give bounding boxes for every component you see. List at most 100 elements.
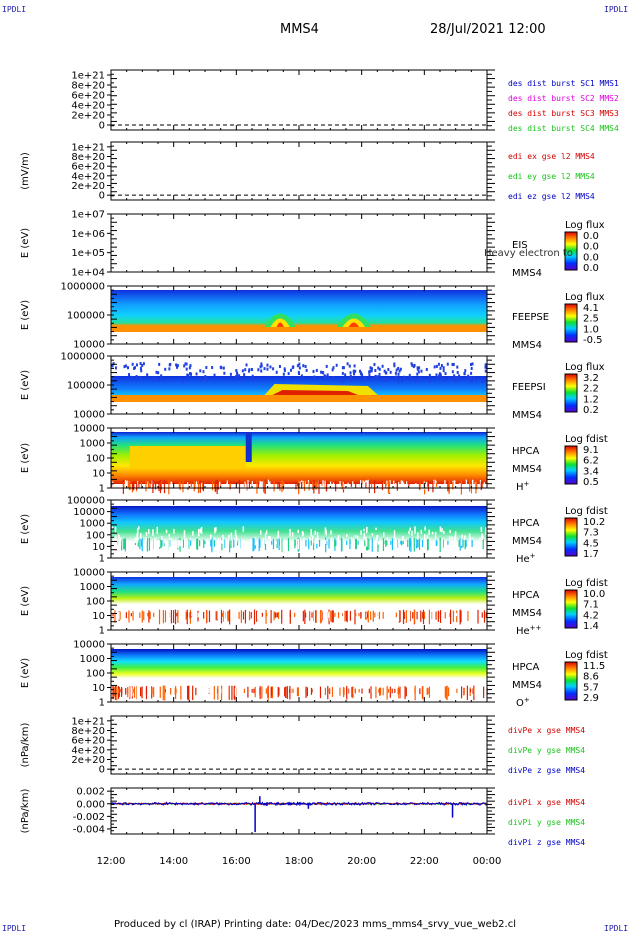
x-tick-label: 18:00 [285, 856, 314, 867]
p8-species-label: He++ [516, 624, 542, 637]
corner-tag-top-left: IPDLI [2, 5, 27, 14]
p7-ytick-label: 10000 [73, 507, 105, 518]
p5-instrument-label: FEEPSI [512, 382, 546, 393]
p1-legend-entry: des dist burst SC1 MMS1 [508, 79, 619, 88]
p8-ytick-label: 1000 [80, 582, 105, 593]
p4-spacecraft-label: MMS4 [512, 340, 542, 351]
p7-instrument-label: HPCA [512, 518, 540, 529]
p5-ytick-label: 100000 [67, 381, 105, 392]
p3-frame [110, 213, 488, 273]
p10-ytick-label: 4e+20 [71, 745, 105, 756]
p4-colorbar-label: 4.1 [583, 303, 599, 314]
p8-spacecraft-label: MMS4 [512, 608, 542, 619]
p8-ytick-label: 1 [99, 626, 105, 637]
p6-ytick-label: 10000 [73, 424, 105, 435]
p1-legend-entry: des dist burst SC3 MMS3 [508, 109, 619, 118]
p10-ytick-label: 8e+20 [71, 726, 105, 737]
p2-ytick-label: 4e+20 [71, 171, 105, 182]
p2-ytick-label: 0 [99, 191, 105, 202]
corner-tag-bottom-right: IPDLI [604, 924, 629, 933]
p3-overlay-label: Heavy electron to [484, 248, 573, 259]
p3-ytick-label: 1e+07 [71, 210, 105, 221]
p6-ylabel: E (eV) [20, 443, 31, 473]
p4-colorbar-label: -0.5 [583, 335, 603, 346]
p11-ytick-label: 0.000 [76, 799, 105, 810]
p5-colorbar-label: 2.2 [583, 384, 599, 395]
p11-ytick-label: -0.002 [73, 812, 105, 823]
p9-colorbar [564, 661, 578, 701]
p11-legend-entry: divPi y gse MMS4 [508, 818, 585, 827]
p1-ytick-label: 4e+20 [71, 101, 105, 112]
p1-frame [110, 69, 488, 131]
p11-ytick-label: -0.004 [73, 824, 105, 835]
p4-colorbar-label: 2.5 [583, 314, 599, 325]
p6-ytick-label: 1 [99, 484, 105, 495]
p7-colorbar [564, 517, 578, 557]
p9-ytick-label: 100 [86, 669, 105, 680]
p6-species-label: H+ [516, 480, 530, 493]
p9-instrument-label: HPCA [512, 662, 540, 673]
p9-colorbar-label: 8.6 [583, 672, 599, 683]
feepse-low-energy-band [111, 327, 487, 332]
p6-colorbar-label: 9.1 [583, 445, 599, 456]
p1-ytick-label: 8e+20 [71, 81, 105, 92]
p10-ylabel: (nPa/km) [20, 723, 31, 768]
p9-ytick-label: 1 [99, 698, 105, 709]
p2-legend-entry: edi ez gse l2 MMS4 [508, 192, 595, 201]
x-tick-label: 16:00 [222, 856, 251, 867]
p6-colorbar-label: 0.5 [583, 477, 599, 488]
p7-colorbar-label: 4.5 [583, 538, 599, 549]
p7-ytick-label: 1000 [80, 519, 105, 530]
p5-ytick-label: 10000 [73, 410, 105, 421]
corner-tag-bottom-left: IPDLI [2, 924, 27, 933]
feepsi-low-energy-band [111, 395, 487, 399]
p6-colorbar-title: Log fdist [565, 434, 608, 445]
p7-ytick-label: 10 [92, 542, 105, 553]
p10-ytick-label: 1e+21 [71, 716, 105, 727]
p2-ytick-label: 8e+20 [71, 152, 105, 163]
hpca-he2-spectrogram [111, 577, 487, 614]
p3-colorbar-label: 0.0 [583, 242, 599, 253]
p1-ytick-label: 6e+20 [71, 91, 105, 102]
p9-ylabel: E (eV) [20, 658, 31, 688]
p3-ytick-label: 1e+05 [71, 248, 105, 259]
p8-colorbar-title: Log fdist [565, 578, 608, 589]
p2-frame [110, 141, 488, 201]
p3-colorbar-title: Log flux [565, 220, 605, 231]
p4-colorbar-label: 1.0 [583, 324, 599, 335]
p7-ytick-label: 1 [99, 554, 105, 565]
p5-colorbar [564, 373, 578, 413]
p6-ytick-label: 1000 [80, 439, 105, 450]
p10-ytick-label: 2e+20 [71, 755, 105, 766]
p8-instrument-label: HPCA [512, 590, 540, 601]
p3-instrument-label: EIS [512, 240, 528, 251]
p9-ytick-label: 10000 [73, 640, 105, 651]
p6-ytick-label: 100 [86, 454, 105, 465]
p6-spacecraft-label: MMS4 [512, 464, 542, 475]
p7-ylabel: E (eV) [20, 514, 31, 544]
p11-ylabel: (nPa/km) [20, 789, 31, 834]
p5-spacecraft-label: MMS4 [512, 410, 542, 421]
p8-colorbar-label: 4.2 [583, 610, 599, 621]
footer-credits: Produced by cl (IRAP) Printing date: 04/… [114, 919, 516, 930]
corner-tag-top-right: IPDLI [604, 5, 629, 14]
p6-ytick-label: 10 [92, 469, 105, 480]
p9-species-label: O+ [516, 696, 530, 709]
p2-ytick-label: 2e+20 [71, 181, 105, 192]
p5-ytick-label: 1000000 [60, 352, 105, 363]
p1-ytick-label: 1e+21 [71, 71, 105, 82]
p2-ytick-label: 6e+20 [71, 162, 105, 173]
p10-ytick-label: 6e+20 [71, 736, 105, 747]
p9-colorbar-label: 5.7 [583, 682, 599, 693]
x-tick-label: 12:00 [97, 856, 126, 867]
p8-ytick-label: 10000 [73, 568, 105, 579]
p8-colorbar [564, 589, 578, 629]
p4-ytick-label: 1000000 [60, 282, 105, 293]
divpi-blue-trace [110, 801, 488, 807]
p7-colorbar-title: Log fdist [565, 506, 608, 517]
p1-legend-entry: des dist burst SC4 MMS4 [508, 124, 619, 133]
p11-frame [110, 787, 488, 835]
p4-ytick-label: 10000 [73, 340, 105, 351]
p2-ytick-label: 1e+21 [71, 142, 105, 153]
p9-colorbar-title: Log fdist [565, 650, 608, 661]
